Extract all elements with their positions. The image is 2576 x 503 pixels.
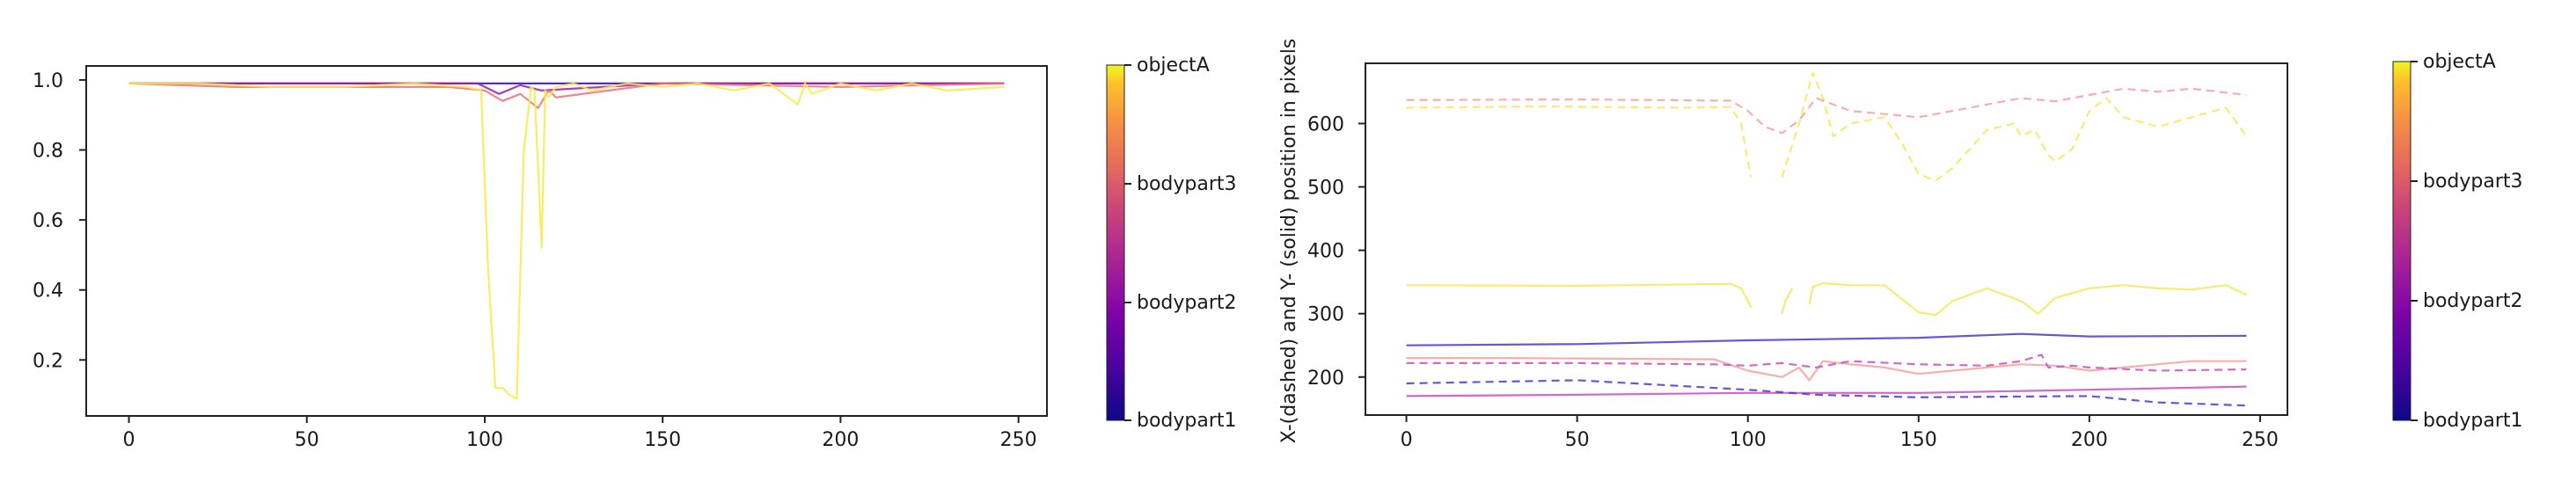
x-tick-label: 250 xyxy=(1000,429,1037,451)
x-tick-label: 150 xyxy=(1900,429,1937,451)
y-tick-label: 0.4 xyxy=(33,281,63,303)
y-tick-label: 500 xyxy=(1307,178,1344,200)
position-chart: X-(dashed) and Y- (solid) position in pi… xyxy=(1278,39,2288,451)
x-tick-label: 250 xyxy=(2242,429,2279,451)
series-line-bodypart3-x xyxy=(1406,87,2247,135)
colorbar-1-label-bodypart2: bodypart2 xyxy=(1137,292,1237,314)
position-axes: 0 50 100 150 200 250 200 300 400 500 600 xyxy=(1307,113,2279,451)
series-line-bodypart2-y xyxy=(1406,385,2247,397)
colorbar-1: objectA bodypart3 bodypart2 bodypart1 xyxy=(1106,55,1237,432)
likelihood-plot-frame xyxy=(85,65,1048,417)
series-line-objecta-x-2 xyxy=(1781,71,2248,182)
colorbar-1-gradient xyxy=(1106,64,1125,421)
series-line-bodypart2-x xyxy=(1406,354,2247,372)
y-tick-label: 200 xyxy=(1307,368,1344,390)
series-line-objecta xyxy=(128,82,1005,400)
y-tick-label: 300 xyxy=(1307,304,1344,326)
series-line-objecta-y xyxy=(1406,282,1753,309)
x-tick-label: 100 xyxy=(466,429,503,451)
series-line-objecta-y-2 xyxy=(1781,288,1794,314)
x-tick-label: 150 xyxy=(644,429,681,451)
position-series xyxy=(1406,71,2248,407)
colorbar-1-label-objectA: objectA xyxy=(1137,55,1210,77)
series-line-objecta-y-3 xyxy=(1808,282,2247,317)
likelihood-chart: 0 50 100 150 200 250 0.2 0.4 0.6 0.8 1.0 xyxy=(33,65,1048,451)
x-tick-label: 100 xyxy=(1730,429,1767,451)
x-tick-label: 0 xyxy=(123,429,135,451)
y-tick-label: 0.2 xyxy=(33,350,63,372)
series-line-bodypart3-y xyxy=(1406,357,2247,382)
series-line-objecta-x xyxy=(1406,105,1753,178)
series-line-bodypart2 xyxy=(128,82,1005,95)
likelihood-axes: 0 50 100 150 200 250 0.2 0.4 0.6 0.8 1.0 xyxy=(33,70,1037,451)
position-plot-frame xyxy=(1365,62,2288,416)
colorbar-2-label-bodypart1: bodypart1 xyxy=(2423,410,2523,432)
series-line-bodypart1-x xyxy=(1406,379,2247,407)
colorbar-2-label-bodypart3: bodypart3 xyxy=(2423,171,2523,193)
y-tick-label: 0.8 xyxy=(33,141,63,163)
y-tick-label: 600 xyxy=(1307,113,1344,135)
colorbar-1-label-bodypart3: bodypart3 xyxy=(1137,173,1237,195)
x-tick-label: 0 xyxy=(1401,429,1413,451)
colorbar-2-gradient xyxy=(2392,61,2411,421)
likelihood-series xyxy=(128,82,1005,400)
colorbar-1-label-bodypart1: bodypart1 xyxy=(1137,410,1237,432)
y-tick-label: 0.6 xyxy=(33,210,63,232)
x-tick-label: 200 xyxy=(2071,429,2108,451)
colorbar-2: objectA bodypart3 bodypart2 bodypart1 xyxy=(2392,51,2523,432)
series-line-bodypart1-y xyxy=(1406,332,2247,346)
x-tick-label: 50 xyxy=(1565,429,1590,451)
x-tick-label: 200 xyxy=(822,429,859,451)
x-tick-label: 50 xyxy=(295,429,319,451)
y-tick-label: 1.0 xyxy=(33,70,63,92)
position-ylabel: X-(dashed) and Y- (solid) position in pi… xyxy=(1278,39,1300,444)
colorbar-2-label-objectA: objectA xyxy=(2423,51,2496,73)
colorbar-2-label-bodypart2: bodypart2 xyxy=(2423,290,2523,312)
y-tick-label: 400 xyxy=(1307,241,1344,263)
